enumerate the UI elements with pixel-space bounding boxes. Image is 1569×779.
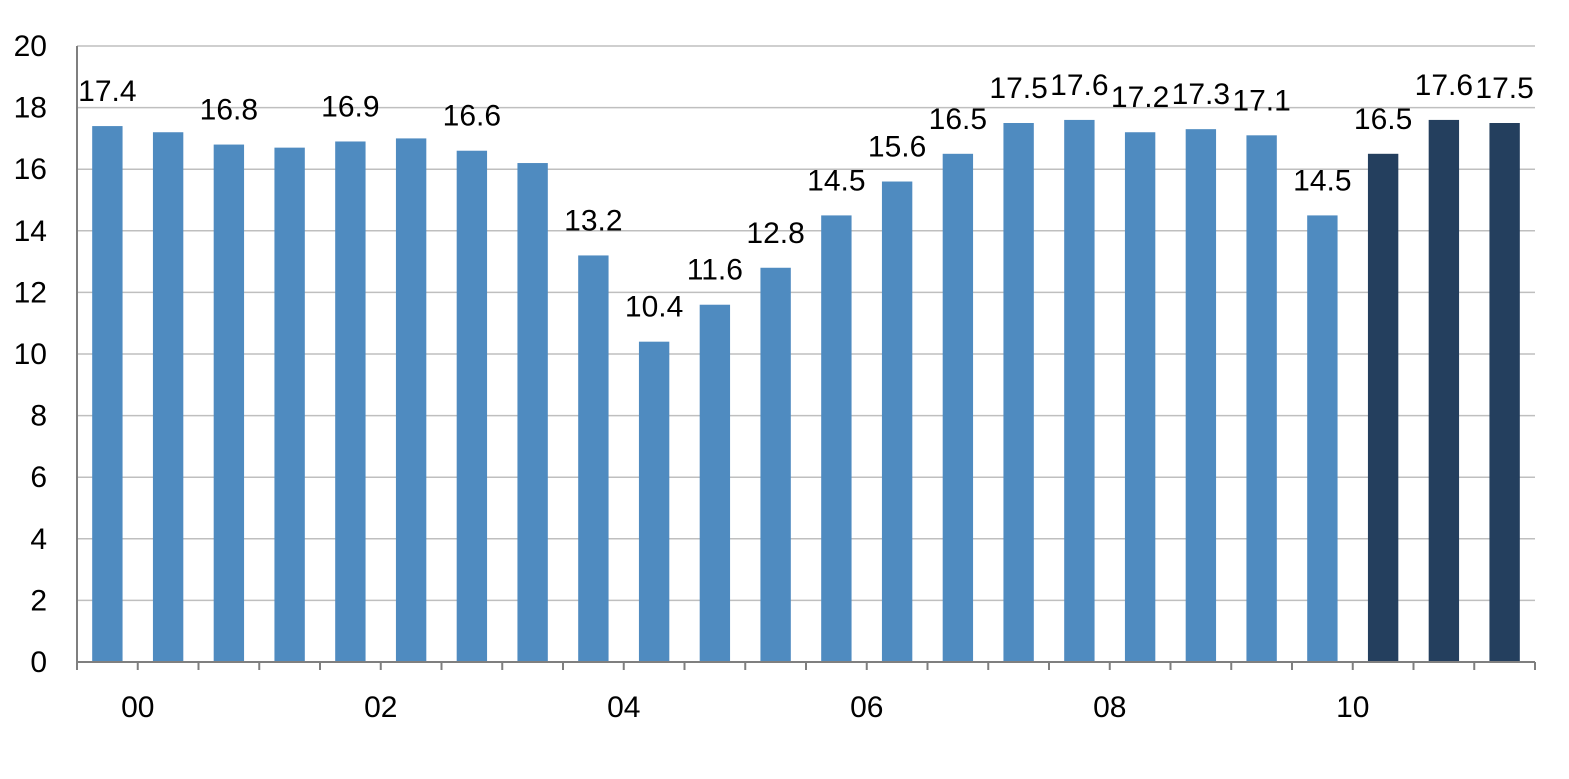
data-label-08: 13.2 [564,204,622,237]
bar-15 [1003,123,1034,662]
bar-07 [517,163,548,663]
bar-02 [213,144,245,662]
y-tick-label: 6 [30,461,47,494]
data-label-18: 17.3 [1172,78,1230,111]
bar-10 [699,304,731,662]
data-label-23: 17.5 [1475,72,1533,105]
bar-11 [760,267,791,662]
y-tick-label: 2 [30,584,47,617]
bar-21 [1367,153,1399,663]
x-axis-tick-labels: 000204060810121416182022E [121,691,1369,724]
data-label-09: 10.4 [625,291,683,324]
bar-01 [152,132,184,663]
data-label-02: 16.8 [200,94,258,127]
bar-12 [821,215,852,662]
x-tick-label-02: 02 [364,691,397,724]
bar-04 [335,141,366,663]
bar-05 [395,138,427,662]
x-tick-label-10: 10 [1336,691,1369,724]
bar-20 [1307,215,1338,662]
data-label-20: 14.5 [1293,164,1351,197]
y-tick-label: 4 [30,523,47,556]
y-tick-label: 10 [14,338,47,371]
bar-14 [942,153,974,663]
y-tick-label: 0 [30,646,47,679]
bar-17 [1124,132,1156,663]
bar-18 [1185,129,1217,662]
y-tick-label: 18 [14,92,47,125]
x-tick-label-06: 06 [850,691,883,724]
data-label-14: 16.5 [929,103,987,136]
y-tick-label: 8 [30,400,47,433]
data-label-04: 16.9 [321,90,379,123]
data-label-19: 17.1 [1232,84,1290,117]
bar-00 [92,126,123,662]
data-label-21: 16.5 [1354,103,1412,136]
data-label-15: 17.5 [989,72,1047,105]
bar-23 [1489,123,1520,662]
data-label-11: 12.8 [746,217,804,250]
y-tick-label: 20 [14,30,47,63]
bar-22E [1428,119,1460,663]
x-axis [76,46,1536,670]
bar-13 [881,181,913,662]
y-tick-label: 14 [14,215,47,248]
bars [92,119,1520,663]
data-label-00: 17.4 [78,75,136,108]
bar-03 [274,147,305,662]
bar-16 [1064,119,1095,663]
x-tick-label-08: 08 [1093,691,1126,724]
data-label-10: 11.6 [687,254,743,287]
x-tick-label-04: 04 [607,691,640,724]
x-tick-label-00: 00 [121,691,154,724]
data-label-12: 14.5 [807,164,865,197]
y-axis-tick-labels: 0 2 4 6 8 10 12 14 16 18 20 [14,30,47,679]
y-tick-label: 16 [14,153,47,186]
bar-09 [638,341,670,662]
data-labels: 17.416.8 16.9 16.613.210.411.612.814.515.6… [78,69,1534,324]
data-label-17: 17.2 [1111,81,1169,114]
data-label-16: 17.6 [1050,69,1108,102]
y-tick-label: 12 [14,276,47,309]
bar-19 [1246,135,1277,662]
bar-06 [456,150,488,662]
data-label-22E: 17.6 [1415,69,1473,102]
bar-08 [578,255,609,662]
grid-lines [77,45,1535,602]
data-label-06: 16.6 [443,100,501,133]
data-label-13: 15.6 [868,131,926,164]
